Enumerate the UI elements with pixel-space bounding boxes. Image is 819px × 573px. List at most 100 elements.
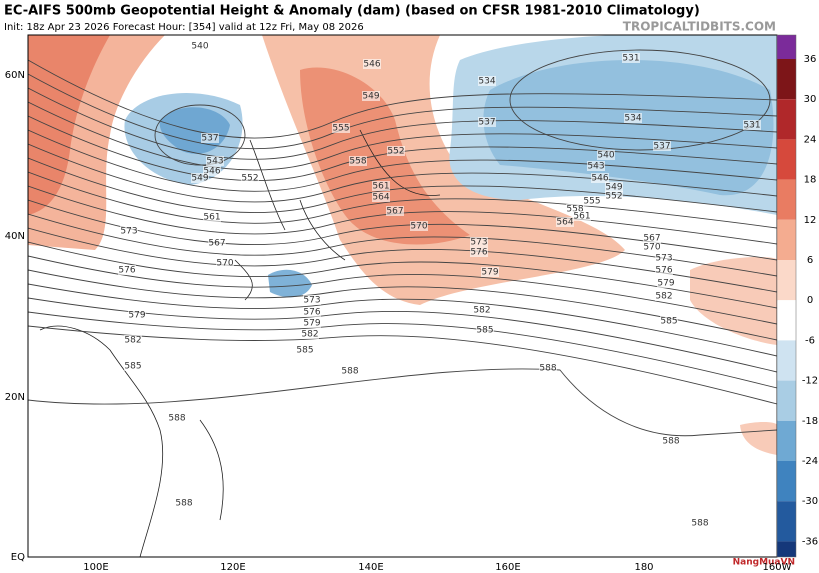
contour-label: 561 xyxy=(573,212,590,222)
colorbar-segment xyxy=(777,99,796,140)
contour-label: 534 xyxy=(478,77,495,87)
contour-line xyxy=(28,115,777,182)
contour-label: 549 xyxy=(191,174,208,184)
colorbar-segment xyxy=(777,179,796,220)
contour-label: 579 xyxy=(657,279,674,289)
colorbar-label: -36 xyxy=(802,536,818,547)
contour-label: 585 xyxy=(124,362,141,372)
contour-label-bg xyxy=(655,265,673,275)
contour-line xyxy=(28,241,777,309)
contour-label-bg xyxy=(643,233,661,243)
lon-label: 120E xyxy=(220,562,245,573)
contour-label: 585 xyxy=(476,326,493,336)
colorbar-label: -30 xyxy=(802,496,818,507)
contour-line xyxy=(154,104,246,166)
contour-label: 531 xyxy=(622,54,639,64)
contour-label: 555 xyxy=(583,197,600,207)
contour-label: 588 xyxy=(175,499,192,509)
contour-label: 549 xyxy=(605,183,622,193)
contour-label-bg xyxy=(605,182,623,192)
contour-line xyxy=(28,227,777,293)
lat-label: EQ xyxy=(11,552,25,563)
contour-label: 579 xyxy=(303,319,320,329)
contour-line xyxy=(28,368,777,437)
contour-line xyxy=(28,213,777,277)
contour-label: 558 xyxy=(566,205,583,215)
contour-label-bg xyxy=(478,76,496,86)
colorbar-segment xyxy=(777,340,796,381)
lat-label: 60N xyxy=(5,70,25,81)
contour-label-bg xyxy=(566,204,584,214)
contour-label-bg xyxy=(191,173,209,183)
colorbar-label: -18 xyxy=(802,416,818,427)
contour-label: 588 xyxy=(539,364,556,374)
contour-label: 573 xyxy=(120,227,137,237)
contour-label: 570 xyxy=(216,259,233,269)
contour-label-bg xyxy=(597,150,615,160)
contour-label-bg xyxy=(605,191,623,201)
contour-label: 552 xyxy=(605,192,622,202)
contour-label-bg xyxy=(476,325,494,335)
contour-label-bg xyxy=(587,161,605,171)
contour-label: 555 xyxy=(332,124,349,134)
contour-label-bg xyxy=(203,212,221,222)
contour-label-bg xyxy=(478,117,496,127)
contour-label: 558 xyxy=(349,157,366,167)
contour-label: 576 xyxy=(303,308,320,318)
anomaly-positive xyxy=(690,257,777,345)
contour-label-bg xyxy=(349,156,367,166)
colorbar-segment xyxy=(777,501,796,542)
lat-label: 40N xyxy=(5,231,25,242)
colorbar: 36 30 24 18 12 6 0 -6 -12 -18 -24 -30 -36 xyxy=(776,34,818,558)
contour-line xyxy=(28,171,777,229)
lon-label: 160E xyxy=(495,562,520,573)
contour-label: 537 xyxy=(478,118,495,128)
contour-label-bg xyxy=(208,238,226,248)
contour-label: 534 xyxy=(624,114,641,124)
contour-label-bg xyxy=(191,41,209,51)
contour-label-bg xyxy=(539,363,557,373)
contour-label: 531 xyxy=(743,121,760,131)
contour-label: 576 xyxy=(655,266,672,276)
contour-label-bg xyxy=(124,335,142,345)
contour-label-bg xyxy=(387,146,405,156)
contour-label-bg xyxy=(386,206,404,216)
colorbar-segment xyxy=(777,59,796,100)
colorbar-label: -12 xyxy=(802,376,818,387)
colorbar-label: 24 xyxy=(804,134,817,145)
contour-label: 540 xyxy=(597,151,614,161)
contour-label-bg xyxy=(303,307,321,317)
contour-label: 567 xyxy=(386,207,403,217)
contour-line xyxy=(28,59,777,139)
watermark: TROPICALTIDBITS.COM xyxy=(623,20,776,34)
contour-label: 585 xyxy=(296,346,313,356)
logo: NangMuaVN xyxy=(733,558,795,568)
contour-label: 552 xyxy=(241,174,258,184)
contour-label-bg xyxy=(372,192,390,202)
contour-label: 546 xyxy=(591,174,608,184)
contour-label: 543 xyxy=(587,162,604,172)
colorbar-label: -24 xyxy=(802,456,818,467)
contour-label-bg xyxy=(655,291,673,301)
contour-label-bg xyxy=(296,345,314,355)
contour-label: 564 xyxy=(556,218,573,228)
contour-line xyxy=(28,325,777,405)
contour-label-bg xyxy=(363,59,381,69)
colorbar-label: 0 xyxy=(807,295,813,306)
contour-label: 552 xyxy=(387,147,404,157)
lat-label: 20N xyxy=(5,392,25,403)
contour-line xyxy=(28,101,777,171)
contour-label-bg xyxy=(643,242,661,252)
contour-label-bg xyxy=(332,123,350,133)
colorbar-segment xyxy=(777,260,796,301)
contour-label-bg xyxy=(622,53,640,63)
contour-label: 573 xyxy=(470,238,487,248)
contour-label-bg xyxy=(362,91,380,101)
contour-label-bg xyxy=(303,318,321,328)
contour-label-bg xyxy=(206,156,224,166)
lon-label: 100E xyxy=(83,562,108,573)
contour-label: 588 xyxy=(168,414,185,424)
subtitle: Init: 18z Apr 23 2026 Forecast Hour: [35… xyxy=(4,22,364,33)
contour-label-bg xyxy=(175,498,193,508)
